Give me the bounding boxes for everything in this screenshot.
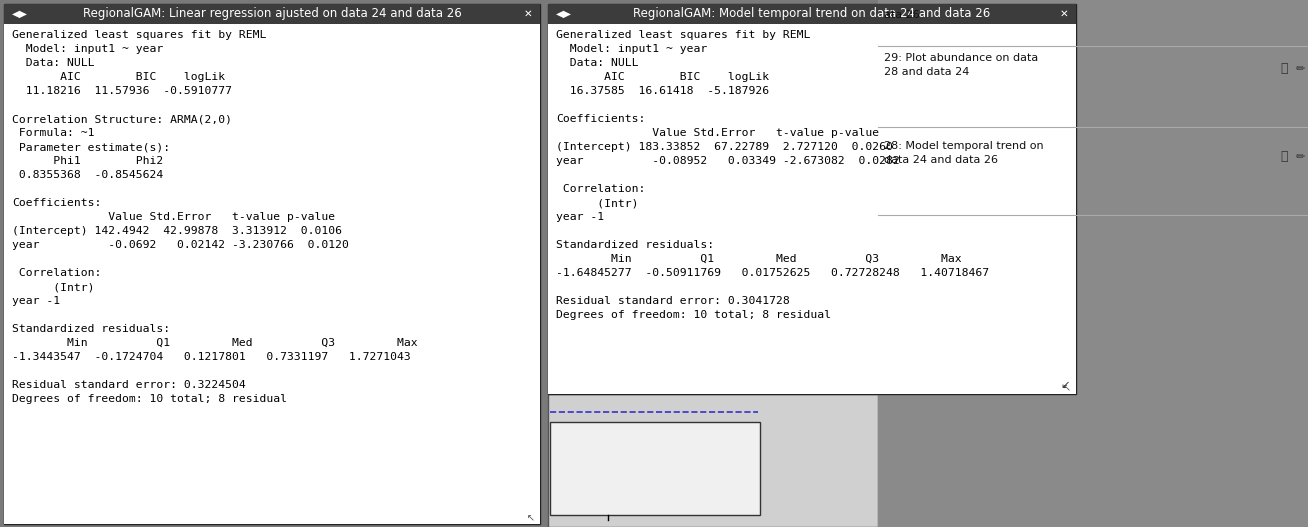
Text: ✏: ✏ bbox=[1295, 152, 1304, 162]
Bar bbox=[548, 394, 878, 527]
Text: 👁: 👁 bbox=[1281, 63, 1288, 75]
Bar bbox=[4, 24, 540, 524]
Text: RegionalGAM: Linear regression ajusted on data 24 and data 26: RegionalGAM: Linear regression ajusted o… bbox=[82, 7, 462, 21]
Bar bbox=[878, 135, 1308, 215]
Text: ◀▶: ◀▶ bbox=[12, 9, 27, 19]
Text: ↙: ↙ bbox=[1061, 380, 1070, 390]
Text: Generalized least squares fit by REML
  Model: input1 ~ year
  Data: NULL
      : Generalized least squares fit by REML Mo… bbox=[12, 30, 417, 404]
Text: ata 26: ata 26 bbox=[884, 10, 920, 20]
Text: 👁: 👁 bbox=[1281, 151, 1288, 163]
Text: ◀▶: ◀▶ bbox=[556, 9, 572, 19]
Bar bbox=[4, 4, 540, 524]
Text: ✕: ✕ bbox=[523, 9, 532, 19]
Text: ↗: ↗ bbox=[526, 512, 536, 520]
Text: Generalized least squares fit by REML
  Model: input1 ~ year
  Data: NULL
      : Generalized least squares fit by REML Mo… bbox=[556, 30, 989, 320]
Bar bbox=[549, 422, 760, 515]
Bar bbox=[548, 4, 1076, 24]
Text: ✕: ✕ bbox=[1059, 9, 1069, 19]
Bar bbox=[548, 4, 1076, 394]
Bar bbox=[548, 24, 1076, 394]
Bar bbox=[878, 0, 1308, 527]
Text: 28: Model temporal trend on
data 24 and data 26: 28: Model temporal trend on data 24 and … bbox=[884, 141, 1044, 165]
Text: ↗: ↗ bbox=[1062, 382, 1073, 390]
Bar bbox=[878, 47, 1308, 127]
Text: 29: Plot abundance on data
28 and data 24: 29: Plot abundance on data 28 and data 2… bbox=[884, 53, 1039, 77]
Text: RegionalGAM: Model temporal trend on data 24 and data 26: RegionalGAM: Model temporal trend on dat… bbox=[633, 7, 990, 21]
Text: ✏: ✏ bbox=[1295, 64, 1304, 74]
Bar bbox=[4, 4, 540, 24]
